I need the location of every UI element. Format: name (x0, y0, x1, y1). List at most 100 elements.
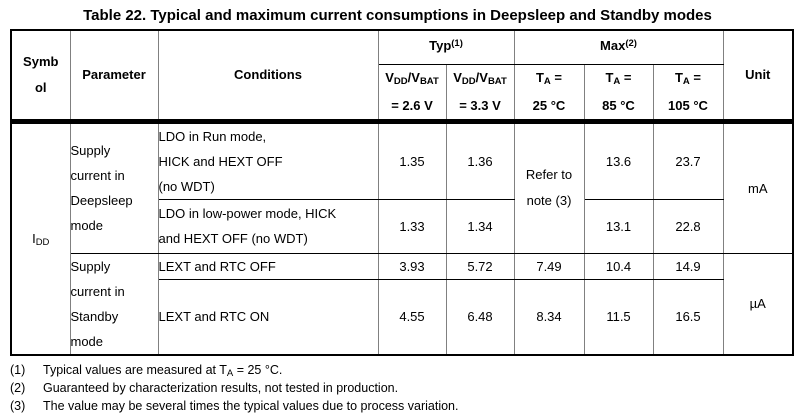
parameter-line: Standby (70, 308, 119, 324)
symbol-idd-cell: IDD (10, 120, 71, 356)
ta-subscript: A (613, 75, 621, 87)
value-typ-2v6-row4: 4.55 (377, 278, 447, 356)
header-parameter: Parameter (69, 29, 159, 124)
value-typ-3v3-row4: 6.48 (445, 278, 515, 356)
temperature-value: 25 °C (532, 97, 566, 113)
footnote-number: (1) (10, 363, 26, 377)
parameter-standby-cell: Supply current in Standby mode (69, 252, 159, 356)
ta-subscript: A (682, 75, 690, 87)
idd-base: I (32, 231, 36, 247)
condition-line: HICK and HEXT OFF (158, 153, 283, 169)
header-ta-105: TA = 105 °C (652, 63, 724, 124)
v-base2: /V (475, 69, 488, 85)
footnote-number: (2) (10, 381, 26, 395)
value-typ-3v3-row1: 1.36 (445, 120, 515, 200)
t-base: T (674, 69, 683, 85)
value-max-85-row1: 13.6 (583, 120, 654, 200)
footnote-text-pre: Typical values are measured at T (43, 363, 227, 377)
temperature-value: 105 °C (668, 97, 708, 113)
header-ta-25: TA = 25 °C (513, 63, 585, 124)
ta-label: TA = (535, 69, 563, 87)
equals-sign: = (689, 69, 702, 85)
condition-line: LDO in Run mode, (158, 128, 267, 144)
value-typ-2v6-row1: 1.35 (377, 120, 447, 200)
value-max-105-row3: 14.9 (652, 252, 724, 280)
parameter-line: Supply (70, 143, 111, 158)
condition-rtc-off-cell: LEXT and RTC OFF (157, 252, 379, 280)
refer-note-line: Refer to (525, 167, 573, 182)
unit-ua-cell: µA (722, 252, 794, 356)
vbat-subscript: BAT (487, 75, 507, 87)
header-symbol: Symb ol (10, 29, 71, 124)
voltage-value: = 3.3 V (459, 97, 501, 113)
ta-subscript: A (543, 75, 551, 87)
table-title: Table 22. Typical and maximum current co… (83, 7, 712, 24)
condition-line: LEXT and RTC ON (158, 309, 270, 325)
condition-low-power-cell: LDO in low-power mode, HICK and HEXT OFF… (157, 198, 379, 254)
condition-line: (no WDT) (158, 178, 215, 194)
value-max-85-row3: 10.4 (583, 252, 654, 280)
value-typ-2v6-row3: 3.93 (377, 252, 447, 280)
footnote-text-pre: Guaranteed by characterization results, … (43, 381, 399, 395)
header-typ: Typ(1) (377, 29, 515, 65)
condition-line: LEXT and RTC OFF (158, 258, 276, 274)
footnote-text-pre: The value may be several times the typic… (43, 399, 459, 413)
value-max-105-row1: 23.7 (652, 120, 724, 200)
unit-ma-cell: mA (722, 120, 794, 254)
typ-footnote-superscript: (1) (451, 38, 463, 50)
footnote-text: Typical values are measured at TA = 25 °… (43, 362, 282, 380)
parameter-line: Deepsleep (70, 193, 133, 208)
condition-run-mode-cell: LDO in Run mode, HICK and HEXT OFF (no W… (157, 120, 379, 200)
footnote-text: The value may be several times the typic… (43, 398, 459, 416)
value-max-25-row4: 8.34 (513, 278, 585, 356)
condition-line: LDO in low-power mode, HICK (158, 206, 337, 221)
typ-label: Typ (429, 38, 452, 54)
t-base: T (605, 69, 614, 85)
max-label: Max (600, 38, 626, 54)
value-typ-3v3-row3: 5.72 (445, 252, 515, 280)
header-vdd-2v6: VDD/VBAT = 2.6 V (377, 63, 447, 124)
parameter-line: mode (70, 333, 104, 349)
voltage-value: = 2.6 V (391, 97, 433, 113)
vdd-vbat-label: VDD/VBAT (385, 69, 439, 87)
header-vdd-3v3: VDD/VBAT = 3.3 V (445, 63, 515, 124)
t-base: T (535, 69, 544, 85)
ta-subscript: A (226, 368, 234, 379)
vdd-subscript: DD (461, 75, 476, 87)
condition-rtc-on-cell: LEXT and RTC ON (157, 278, 379, 356)
v-base: V (385, 69, 394, 85)
footnote-text: Guaranteed by characterization results, … (43, 380, 398, 398)
value-typ-3v3-row2: 1.34 (445, 198, 515, 254)
header-symbol-line1: Symb (23, 53, 59, 69)
header-ta-85: TA = 85 °C (583, 63, 654, 124)
vdd-vbat-label: VDD/VBAT (453, 69, 507, 87)
parameter-line: mode (70, 218, 104, 233)
header-unit: Unit (722, 29, 794, 124)
value-max-85-row4: 11.5 (583, 278, 654, 356)
footnote-2: (2) Guaranteed by characterization resul… (10, 380, 795, 398)
v-base: V (453, 69, 462, 85)
value-max-85-row2: 13.1 (583, 198, 654, 254)
parameter-deepsleep-cell: Supply current in Deepsleep mode (69, 120, 159, 254)
parameter-line: Supply (70, 258, 111, 274)
equals-sign: = (620, 69, 632, 85)
equals-sign: = (550, 69, 563, 85)
footnote-3: (3) The value may be several times the t… (10, 398, 795, 416)
parameter-line: current in (70, 283, 125, 299)
footnotes: (1) Typical values are measured at TA = … (10, 362, 795, 416)
max-footnote-superscript: (2) (625, 38, 637, 50)
footnote-number: (3) (10, 399, 26, 413)
ta-label: TA = (674, 69, 702, 87)
condition-line: and HEXT OFF (no WDT) (158, 231, 308, 246)
value-max-25-row3: 7.49 (513, 252, 585, 280)
vdd-subscript: DD (393, 75, 408, 87)
value-typ-2v6-row2: 1.33 (377, 198, 447, 254)
header-conditions: Conditions (157, 29, 379, 124)
temperature-value: 85 °C (602, 97, 635, 113)
refer-note-cell: Refer to note (3) (513, 120, 585, 254)
ta-label: TA = (605, 69, 632, 87)
vbat-subscript: BAT (419, 75, 439, 87)
refer-note-line: note (3) (526, 193, 572, 208)
value-max-105-row4: 16.5 (652, 278, 724, 356)
value-max-105-row2: 22.8 (652, 198, 724, 254)
